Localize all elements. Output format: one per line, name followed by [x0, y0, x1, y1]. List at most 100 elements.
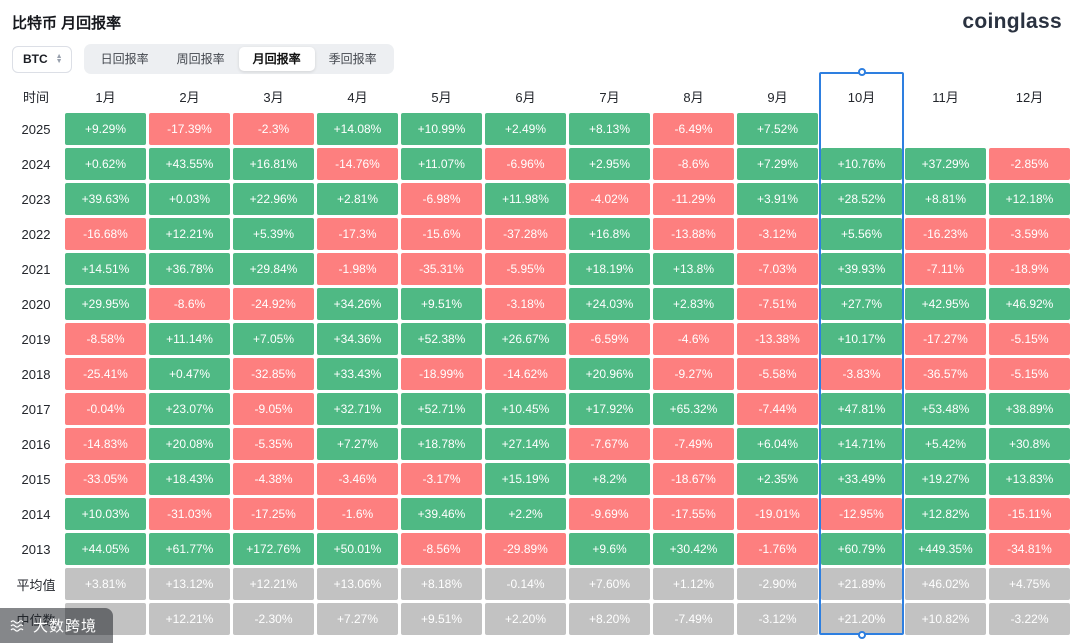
- column-header-month[interactable]: 1月: [95, 89, 116, 105]
- return-cell[interactable]: +2.49%: [485, 113, 566, 145]
- return-cell[interactable]: +10.82%: [905, 603, 986, 635]
- return-cell[interactable]: +2.20%: [485, 603, 566, 635]
- return-cell[interactable]: -16.68%: [65, 218, 146, 250]
- return-cell[interactable]: -13.38%: [737, 323, 818, 355]
- return-cell[interactable]: +32.71%: [317, 393, 398, 425]
- return-cell[interactable]: +13.83%: [989, 463, 1070, 495]
- return-cell[interactable]: +38.89%: [989, 393, 1070, 425]
- return-cell[interactable]: -31.03%: [149, 498, 230, 530]
- return-cell[interactable]: -12.95%: [821, 498, 902, 530]
- return-cell[interactable]: +7.27%: [317, 428, 398, 460]
- return-cell[interactable]: -29.89%: [485, 533, 566, 565]
- return-cell[interactable]: -5.15%: [989, 323, 1070, 355]
- return-cell[interactable]: +12.18%: [989, 183, 1070, 215]
- return-cell[interactable]: +0.62%: [65, 148, 146, 180]
- return-cell[interactable]: +22.96%: [233, 183, 314, 215]
- return-cell[interactable]: -3.46%: [317, 463, 398, 495]
- return-cell[interactable]: +0.47%: [149, 358, 230, 390]
- return-cell[interactable]: +60.79%: [821, 533, 902, 565]
- return-cell[interactable]: +14.08%: [317, 113, 398, 145]
- return-cell[interactable]: [821, 113, 902, 145]
- return-cell[interactable]: +449.35%: [905, 533, 986, 565]
- return-cell[interactable]: -19.01%: [737, 498, 818, 530]
- column-header-month[interactable]: 5月: [431, 89, 452, 105]
- return-cell[interactable]: [905, 113, 986, 145]
- return-cell[interactable]: +15.19%: [485, 463, 566, 495]
- return-cell[interactable]: -6.98%: [401, 183, 482, 215]
- return-cell[interactable]: +17.92%: [569, 393, 650, 425]
- return-cell[interactable]: +33.49%: [821, 463, 902, 495]
- return-cell[interactable]: +8.18%: [401, 568, 482, 600]
- return-cell[interactable]: -6.59%: [569, 323, 650, 355]
- return-cell[interactable]: +9.51%: [401, 603, 482, 635]
- return-cell[interactable]: +52.38%: [401, 323, 482, 355]
- return-cell[interactable]: -0.14%: [485, 568, 566, 600]
- return-cell[interactable]: -7.51%: [737, 288, 818, 320]
- return-cell[interactable]: +47.81%: [821, 393, 902, 425]
- return-cell[interactable]: -18.67%: [653, 463, 734, 495]
- return-cell[interactable]: -14.83%: [65, 428, 146, 460]
- return-cell[interactable]: +23.07%: [149, 393, 230, 425]
- column-header-month[interactable]: 9月: [767, 89, 788, 105]
- return-cell[interactable]: +9.6%: [569, 533, 650, 565]
- column-header-month[interactable]: 11月: [932, 89, 959, 105]
- column-header-month[interactable]: 10月: [847, 89, 876, 105]
- return-cell[interactable]: +29.95%: [65, 288, 146, 320]
- return-cell[interactable]: +52.71%: [401, 393, 482, 425]
- return-cell[interactable]: -17.25%: [233, 498, 314, 530]
- return-cell[interactable]: +9.29%: [65, 113, 146, 145]
- return-cell[interactable]: -4.02%: [569, 183, 650, 215]
- return-cell[interactable]: +2.2%: [485, 498, 566, 530]
- return-cell[interactable]: +7.60%: [569, 568, 650, 600]
- return-cell[interactable]: +8.2%: [569, 463, 650, 495]
- return-cell[interactable]: +65.32%: [653, 393, 734, 425]
- return-cell[interactable]: -0.04%: [65, 393, 146, 425]
- return-cell[interactable]: +13.8%: [653, 253, 734, 285]
- return-cell[interactable]: -7.67%: [569, 428, 650, 460]
- return-cell[interactable]: +43.55%: [149, 148, 230, 180]
- return-cell[interactable]: -5.58%: [737, 358, 818, 390]
- return-cell[interactable]: [989, 113, 1070, 145]
- column-header-month[interactable]: 2月: [179, 89, 200, 105]
- return-cell[interactable]: +50.01%: [317, 533, 398, 565]
- return-cell[interactable]: +3.81%: [65, 568, 146, 600]
- return-cell[interactable]: -11.29%: [653, 183, 734, 215]
- return-cell[interactable]: -8.58%: [65, 323, 146, 355]
- return-cell[interactable]: -7.11%: [905, 253, 986, 285]
- return-cell[interactable]: +10.99%: [401, 113, 482, 145]
- return-cell[interactable]: -36.57%: [905, 358, 986, 390]
- return-cell[interactable]: +7.29%: [737, 148, 818, 180]
- return-cell[interactable]: +28.52%: [821, 183, 902, 215]
- return-cell[interactable]: +9.51%: [401, 288, 482, 320]
- return-cell[interactable]: +18.78%: [401, 428, 482, 460]
- return-cell[interactable]: +12.82%: [905, 498, 986, 530]
- return-cell[interactable]: +11.98%: [485, 183, 566, 215]
- return-cell[interactable]: -8.56%: [401, 533, 482, 565]
- return-cell[interactable]: +29.84%: [233, 253, 314, 285]
- return-cell[interactable]: -8.6%: [653, 148, 734, 180]
- return-cell[interactable]: +42.95%: [905, 288, 986, 320]
- return-cell[interactable]: -2.3%: [233, 113, 314, 145]
- column-header-month[interactable]: 6月: [515, 89, 536, 105]
- return-cell[interactable]: -5.15%: [989, 358, 1070, 390]
- tab-quarterly-returns[interactable]: 季回报率: [328, 52, 377, 66]
- return-cell[interactable]: +8.13%: [569, 113, 650, 145]
- return-cell[interactable]: +2.83%: [653, 288, 734, 320]
- return-cell[interactable]: -3.83%: [821, 358, 902, 390]
- return-cell[interactable]: +61.77%: [149, 533, 230, 565]
- return-cell[interactable]: +6.04%: [737, 428, 818, 460]
- return-cell[interactable]: +39.93%: [821, 253, 902, 285]
- return-cell[interactable]: +14.51%: [65, 253, 146, 285]
- return-cell[interactable]: -3.18%: [485, 288, 566, 320]
- return-cell[interactable]: +2.95%: [569, 148, 650, 180]
- return-cell[interactable]: +13.06%: [317, 568, 398, 600]
- return-cell[interactable]: -17.3%: [317, 218, 398, 250]
- return-cell[interactable]: +5.42%: [905, 428, 986, 460]
- return-cell[interactable]: +3.91%: [737, 183, 818, 215]
- return-cell[interactable]: +34.26%: [317, 288, 398, 320]
- return-cell[interactable]: +34.36%: [317, 323, 398, 355]
- return-cell[interactable]: +7.52%: [737, 113, 818, 145]
- return-cell[interactable]: +1.12%: [653, 568, 734, 600]
- return-cell[interactable]: -17.39%: [149, 113, 230, 145]
- return-cell[interactable]: -7.03%: [737, 253, 818, 285]
